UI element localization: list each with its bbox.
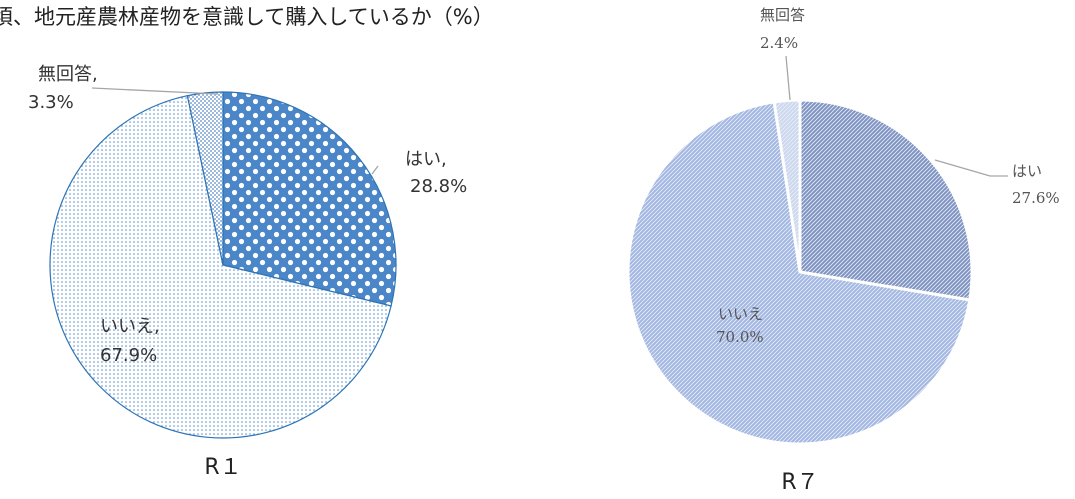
pie-slice [222, 91, 397, 307]
value-label: 28.8% [410, 176, 467, 197]
leader-line [91, 87, 219, 95]
category-label: 無回答, [38, 64, 98, 85]
chart-caption: R１ [204, 455, 241, 480]
category-label: はい, [405, 149, 447, 170]
pie-slice [626, 100, 972, 446]
value-label: 67.9% [100, 345, 157, 366]
leader-line [371, 165, 379, 175]
pie-slice [49, 94, 392, 439]
value-label: 27.6% [1012, 189, 1060, 207]
category-label: いいえ [718, 305, 763, 323]
page-title: 頃、地元産農林産物を意識して購入しているか（%） [0, 5, 494, 29]
pie-slice [772, 98, 802, 273]
leader-line [934, 159, 1008, 177]
leader-line [785, 55, 791, 101]
category-label: いいえ, [100, 316, 160, 337]
chart-caption: R７ [781, 470, 818, 495]
value-label: 70.0% [716, 328, 764, 346]
category-label: 無回答 [760, 6, 805, 24]
pie-slice [798, 98, 974, 302]
value-label: 2.4% [760, 34, 798, 52]
value-label: 3.3% [28, 92, 74, 113]
category-label: はい [1012, 162, 1042, 180]
